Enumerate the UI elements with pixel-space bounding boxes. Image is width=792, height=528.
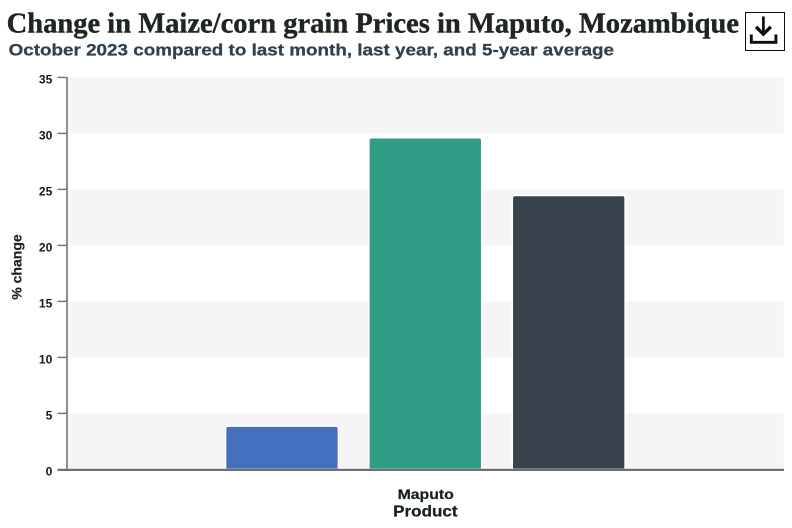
svg-text:0: 0 [46, 464, 53, 478]
svg-text:25: 25 [39, 184, 53, 198]
svg-text:Change in Maize/corn grain Pri: Change in Maize/corn grain Prices in Map… [7, 7, 740, 39]
svg-text:10: 10 [39, 352, 53, 366]
svg-text:30: 30 [39, 128, 53, 142]
svg-text:35: 35 [39, 72, 53, 86]
svg-text:20: 20 [39, 240, 53, 254]
svg-text:% change: % change [8, 234, 24, 300]
svg-text:Product: Product [393, 503, 457, 520]
svg-text:15: 15 [39, 296, 53, 310]
svg-text:5: 5 [46, 408, 53, 422]
svg-text:October 2023 compared to last: October 2023 compared to last month, las… [9, 40, 614, 59]
svg-text:Maputo: Maputo [398, 487, 454, 502]
